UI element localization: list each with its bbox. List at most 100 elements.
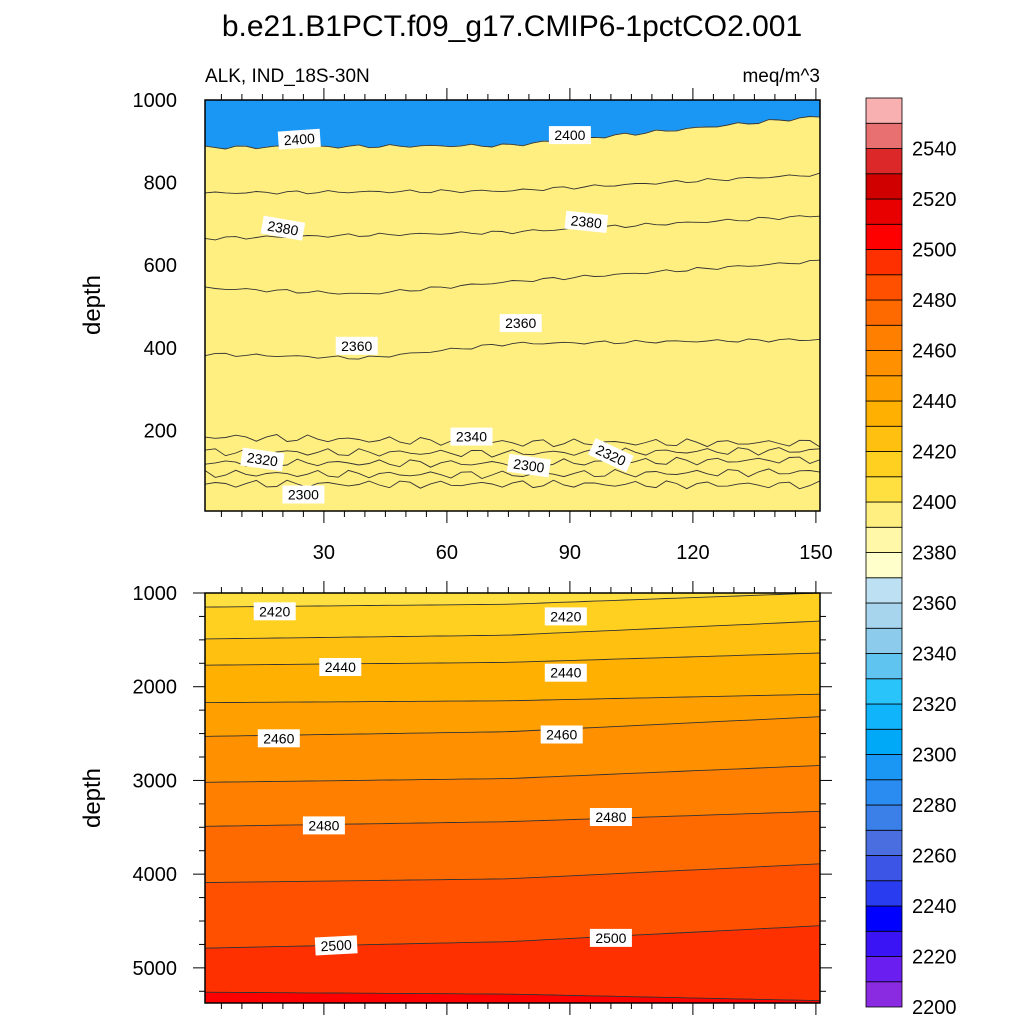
colorbar-label: 2280 [912, 795, 957, 817]
contour-label: 2460 [257, 729, 300, 748]
colorbar-label: 2340 [912, 644, 957, 666]
contour-label-text: 2420 [259, 603, 290, 619]
colorbar-label: 2420 [912, 442, 957, 464]
y-tick-label: 5000 [133, 958, 178, 980]
contour-label-text: 2400 [283, 130, 315, 148]
upper-y-axis-label: depth [79, 275, 106, 335]
colorbar-box-2510 [865, 198, 903, 225]
colorbar-box-2280 [865, 779, 903, 806]
colorbar-box-2500 [865, 223, 903, 250]
y-tick-label: 600 [144, 255, 177, 277]
colorbar-box-2210 [865, 956, 903, 983]
contour-label-box [260, 215, 306, 241]
contour-line-2460 [205, 764, 820, 783]
y-tick-label: 800 [144, 173, 177, 195]
colorbar-box-2300 [865, 728, 903, 755]
contour-label-text: 2320 [246, 449, 279, 469]
contour-label-box [257, 729, 300, 748]
colorbar-label: 2520 [912, 189, 957, 211]
contour-label-text: 2380 [570, 212, 603, 231]
contour-label-box [319, 658, 362, 676]
upper-plot-frame [204, 99, 821, 512]
contour-label: 2380 [260, 215, 306, 241]
contour-label-box [253, 602, 296, 621]
contour-label: 2420 [253, 602, 296, 621]
contour-label-text: 2500 [320, 937, 352, 955]
contour-label: 2380 [564, 210, 609, 234]
contour-line-2440 [205, 693, 820, 704]
contour-label-box [589, 928, 632, 947]
lower-y-axis-label: depth [79, 768, 106, 828]
units-string: meq/m^3 [742, 66, 820, 87]
colorbar-label: 2460 [912, 341, 957, 363]
contour-label-text: 2480 [308, 817, 339, 833]
contour-label-box [540, 725, 583, 744]
contour-label: 2300 [506, 453, 551, 478]
x-tick-label: 90 [559, 542, 581, 564]
colorbar-box-2230 [865, 905, 903, 932]
contour-line-2350 [205, 338, 820, 360]
contour-label-box [506, 453, 551, 478]
colorbar-label: 2540 [912, 139, 957, 161]
colorbar-label: 2440 [912, 391, 957, 413]
colorbar-label: 2500 [912, 240, 957, 262]
contour-label-box [544, 607, 587, 626]
colorbar-box-2350 [865, 602, 903, 629]
colorbar: 2200 2220 2240 2260 2280 2300 2320 2340 2360 2380… [865, 97, 957, 1019]
colorbar-box-2330 [865, 653, 903, 680]
colorbar-box-2440 [865, 375, 903, 402]
contour-label: 2360 [335, 336, 378, 355]
contour-label-box [450, 427, 493, 446]
y-tick-label: 4000 [133, 864, 178, 886]
colorbar-label: 2240 [912, 896, 957, 918]
contour-label-text: 2500 [595, 930, 626, 946]
contour-line-2310 [205, 468, 820, 479]
contour-label-box [588, 438, 634, 473]
contour-label: 2360 [499, 314, 542, 333]
contour-label: 2500 [589, 928, 632, 947]
contour-label: 2400 [277, 128, 321, 150]
contour-label-text: 2480 [595, 809, 626, 825]
contour-label-text: 2300 [512, 456, 545, 476]
contour-label-box [548, 126, 591, 145]
colorbar-box-2250 [865, 855, 903, 882]
colorbar-box-2320 [865, 678, 903, 705]
contour-label-box [589, 808, 632, 826]
colorbar-label: 2260 [912, 846, 957, 868]
colorbar-box-2490 [865, 249, 903, 276]
colorbar-label: 2380 [912, 543, 957, 565]
x-tick-label: 30 [313, 542, 335, 564]
contour-line-2430 [205, 652, 820, 666]
contour-line-2360 [205, 259, 820, 295]
contour-line-2500 [205, 991, 820, 1002]
colorbar-box-2530 [865, 148, 903, 175]
colorbar-box-2430 [865, 400, 903, 427]
colorbar-box-2370 [865, 552, 903, 579]
y-tick-label: 400 [144, 338, 177, 360]
y-tick-label: 1000 [133, 90, 178, 112]
contour-label: 2400 [548, 126, 591, 145]
contour-label-box [277, 128, 321, 150]
contour-label: 2300 [282, 485, 325, 504]
contour-line-2340 [205, 434, 820, 448]
colorbar-label: 2200 [912, 997, 957, 1019]
colorbar-label: 2400 [912, 492, 957, 514]
contour-label-box [544, 663, 587, 682]
contour-line-2370 [205, 215, 820, 241]
contour-label-text: 2460 [263, 730, 294, 746]
contour-label: 2480 [302, 816, 345, 835]
colorbar-box-2520 [865, 173, 903, 200]
contour-label: 2320 [240, 447, 285, 472]
contour-label-box [335, 336, 378, 355]
x-tick-label: 120 [676, 542, 709, 564]
colorbar-box-2270 [865, 804, 903, 831]
colorbar-box-2470 [865, 299, 903, 326]
y-tick-label: 1000 [133, 583, 178, 605]
colorbar-box-2200 [865, 981, 903, 1008]
colorbar-label: 2300 [912, 745, 957, 767]
colorbar-box-2460 [865, 324, 903, 351]
contour-label-text: 2460 [546, 727, 577, 743]
colorbar-box-2540 [865, 122, 903, 149]
